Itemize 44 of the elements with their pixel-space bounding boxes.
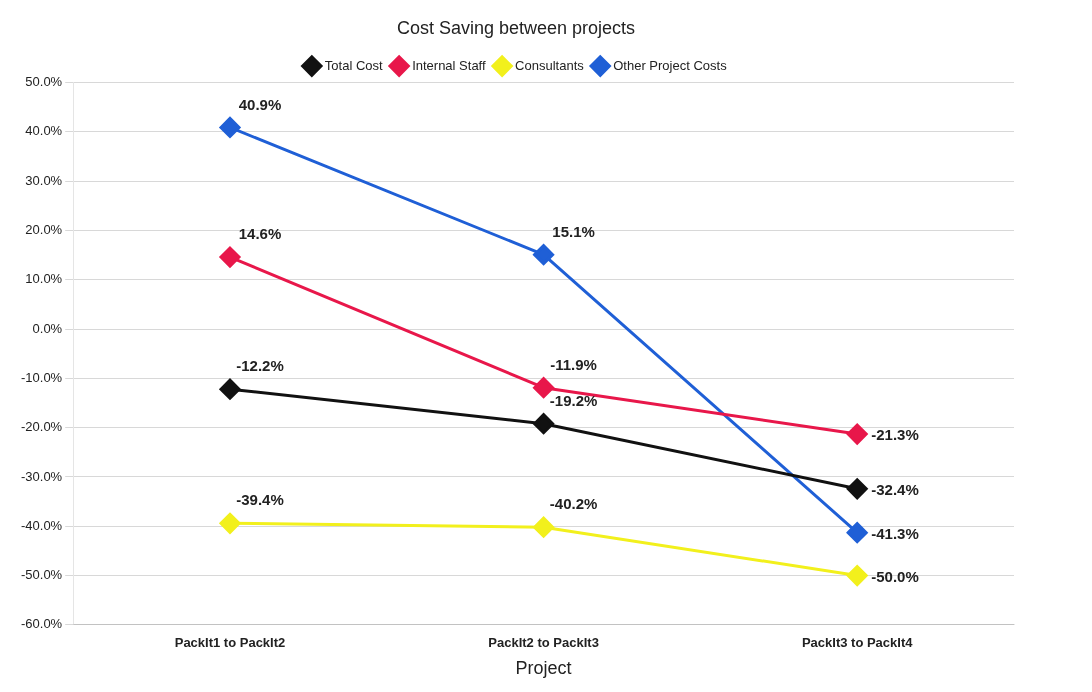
- y-tick-label: -50.0%: [20, 567, 63, 583]
- data-label: -50.0%: [871, 567, 919, 585]
- y-tick-label: -60.0%: [20, 616, 63, 632]
- point: [219, 116, 241, 138]
- data-label: 15.1%: [552, 222, 595, 240]
- y-tick-label: -20.0%: [20, 419, 63, 435]
- y-tick-label: 40.0%: [25, 123, 63, 139]
- point: [846, 522, 868, 544]
- x-axis-title: Project: [515, 658, 572, 679]
- y-tick-label: 30.0%: [25, 172, 63, 188]
- x-tick-label: PackIt3 to PackIt4: [801, 635, 914, 651]
- y-tick-label: 10.0%: [25, 271, 63, 287]
- y-tick-label: -10.0%: [20, 369, 63, 385]
- data-label: -32.4%: [871, 480, 919, 498]
- data-label: -21.3%: [871, 426, 919, 444]
- legend-label: Consultants: [515, 57, 585, 73]
- data-label: 14.6%: [238, 225, 282, 243]
- legend-label: Internal Staff: [412, 57, 486, 73]
- legend-label: Other Project Costs: [613, 57, 728, 73]
- legend-label: Total Cost: [324, 57, 384, 73]
- x-tick-label: PackIt2 to PackIt3: [488, 635, 599, 651]
- y-tick-label: 20.0%: [25, 222, 63, 238]
- point: [846, 565, 868, 587]
- point: [219, 378, 241, 400]
- data-label: 40.9%: [238, 95, 282, 113]
- y-tick-label: -40.0%: [20, 517, 63, 533]
- point: [846, 478, 868, 500]
- data-label: -19.2%: [549, 391, 598, 409]
- point: [219, 246, 241, 268]
- y-tick-label: -30.0%: [20, 468, 63, 484]
- data-label: -40.2%: [549, 495, 598, 513]
- point: [846, 423, 868, 445]
- y-tick-label: 0.0%: [32, 320, 63, 336]
- data-label: -11.9%: [550, 355, 597, 373]
- point: [219, 512, 241, 534]
- data-label: -41.3%: [871, 524, 919, 542]
- point: [533, 516, 555, 538]
- data-label: -39.4%: [236, 491, 284, 509]
- point: [533, 413, 555, 435]
- data-label: -12.2%: [236, 357, 284, 375]
- chart-title: Cost Saving between projects: [396, 17, 636, 38]
- x-tick-label: PackIt1 to PackIt2: [174, 635, 286, 651]
- y-tick-label: 50.0%: [25, 74, 63, 90]
- point: [533, 244, 555, 266]
